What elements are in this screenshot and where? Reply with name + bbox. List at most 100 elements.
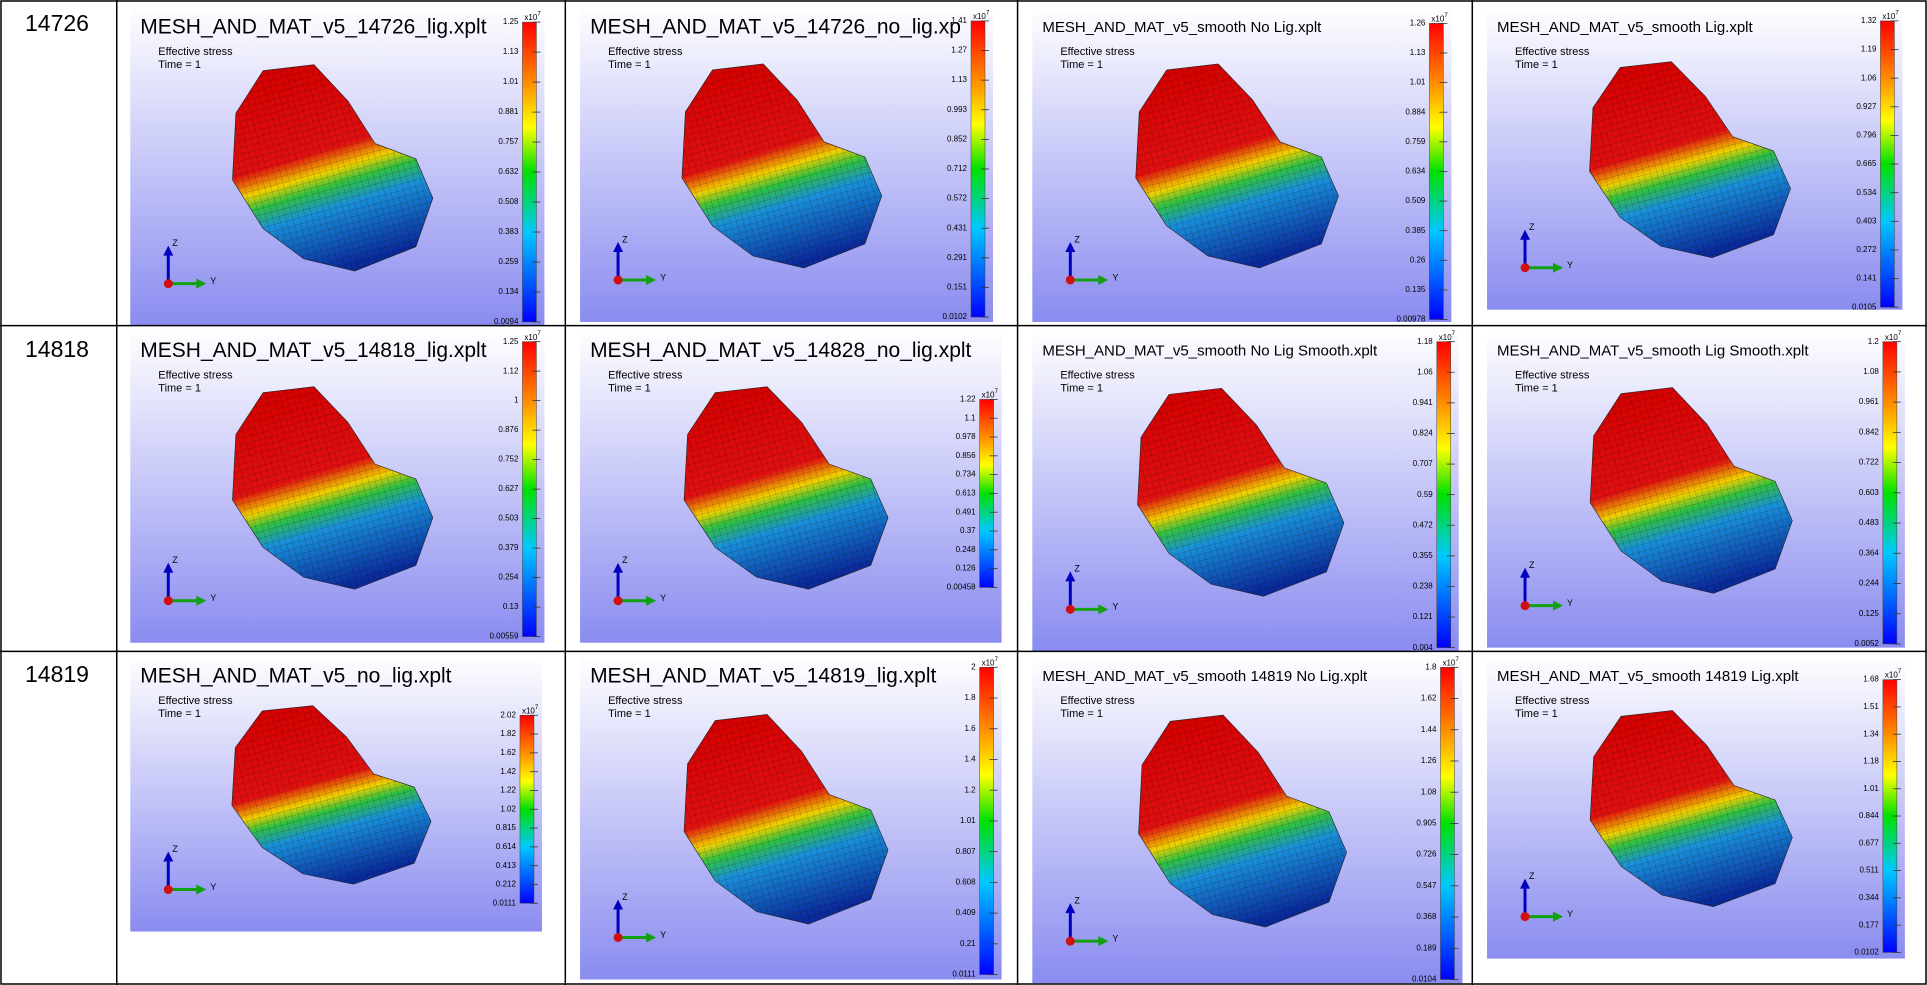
- time-label: Time = 1: [158, 59, 201, 71]
- colorbar-label: 0.0052: [1854, 639, 1879, 648]
- colorbar-scale: x10: [524, 13, 537, 22]
- result-panel: MESH_AND_MAT_v5_smooth No Lig.xplt Effect…: [1032, 6, 1451, 323]
- panel-title: MESH_AND_MAT_v5_smooth Lig.xplt: [1497, 19, 1753, 36]
- colorbar-scale: x10: [973, 12, 986, 21]
- colorbar-label: 0.824: [1413, 429, 1434, 438]
- colorbar-label: 0.608: [956, 877, 977, 886]
- panel-title: MESH_AND_MAT_v5_14726_lig.xplt: [140, 16, 486, 39]
- colorbar-label: 0.135: [1405, 285, 1426, 294]
- result-panel: MESH_AND_MAT_v5_smooth 14819 No Lig.xplt…: [1032, 655, 1462, 984]
- colorbar-label: 1.82: [500, 729, 516, 738]
- colorbar-label: 1.08: [1863, 367, 1879, 376]
- colorbar-label: 0.413: [496, 861, 517, 870]
- colorbar-label: 0.431: [947, 223, 968, 232]
- colorbar-label: 1.62: [500, 748, 516, 757]
- colorbar-label: 0.0102: [943, 312, 968, 321]
- colorbar-scale: x10: [1885, 333, 1898, 342]
- colorbar-label: 2: [971, 662, 976, 671]
- colorbar-label: 0.978: [956, 432, 977, 441]
- result-name: Effective stress: [158, 46, 233, 58]
- colorbar-label: 0.238: [1413, 582, 1434, 591]
- result-name: Effective stress: [1515, 695, 1590, 707]
- colorbar-label: 0.472: [1413, 520, 1434, 529]
- colorbar-label: 0.726: [1416, 850, 1437, 859]
- axis-label: Y: [210, 276, 216, 286]
- colorbar-scale: x10: [1442, 658, 1455, 667]
- colorbar-label: 0.677: [1859, 838, 1880, 847]
- colorbar-label: 1.8: [1425, 662, 1437, 671]
- colorbar-label: 0.0111: [493, 898, 517, 907]
- colorbar-label: 1.25: [503, 337, 519, 346]
- colorbar-label: 1.13: [503, 47, 519, 56]
- axis-label: Z: [172, 238, 178, 248]
- colorbar-label: 1.06: [1417, 367, 1433, 376]
- colorbar-label: 1.19: [1861, 45, 1877, 54]
- colorbar-label: 1.41: [951, 16, 967, 25]
- axis-origin: [1066, 937, 1075, 946]
- colorbar-label: 0.37: [960, 526, 976, 535]
- colorbar-label: 1.18: [1863, 757, 1879, 766]
- colorbar-label: 0.272: [1856, 245, 1877, 254]
- colorbar-label: 1.12: [503, 366, 519, 375]
- time-label: Time = 1: [608, 59, 651, 71]
- colorbar-label: 0.0104: [1412, 975, 1437, 984]
- panel-title: MESH_AND_MAT_v5_14828_no_lig.xplt: [590, 339, 971, 362]
- colorbar-label: 0.759: [1405, 137, 1426, 146]
- colorbar-label: 1.13: [951, 75, 967, 84]
- time-label: Time = 1: [158, 382, 201, 394]
- axis-label: Y: [1567, 909, 1573, 919]
- panel-title: MESH_AND_MAT_v5_smooth No Lig.xplt: [1042, 19, 1322, 36]
- panel-title: MESH_AND_MAT_v5_smooth No Lig Smooth.xpl…: [1042, 342, 1378, 359]
- axis-origin: [164, 596, 173, 605]
- axis-label: Z: [172, 555, 178, 565]
- panel-title: MESH_AND_MAT_v5_no_lig.xplt: [140, 665, 451, 688]
- colorbar-label: 1.02: [500, 804, 516, 813]
- page: {"table": {"rows": [ {"label": "14726", …: [0, 0, 1927, 985]
- colorbar-label: 0.665: [1856, 159, 1877, 168]
- axis-origin: [1521, 912, 1530, 921]
- colorbar-label: 1.26: [1421, 756, 1437, 765]
- colorbar-label: 1.06: [1861, 73, 1877, 82]
- axis-label: Y: [1567, 598, 1573, 608]
- time-label: Time = 1: [1515, 708, 1558, 720]
- colorbar-label: 0.385: [1405, 226, 1426, 235]
- axis-label: Y: [660, 593, 666, 603]
- colorbar-scale: x10: [524, 333, 537, 342]
- colorbar-label: 0.852: [947, 134, 968, 143]
- colorbar-label: 0.712: [947, 164, 968, 173]
- result-name: Effective stress: [1060, 695, 1135, 707]
- colorbar-label: 0.905: [1416, 819, 1437, 828]
- axis-label: Y: [1112, 272, 1118, 282]
- colorbar-label: 1.01: [1410, 78, 1426, 87]
- colorbar-label: 0.0094: [494, 317, 519, 326]
- result-name: Effective stress: [1515, 369, 1590, 381]
- colorbar-label: 0.884: [1405, 107, 1426, 116]
- colorbar-label: 0.734: [956, 470, 977, 479]
- result-name: Effective stress: [608, 46, 683, 58]
- colorbar-label: 1.2: [964, 785, 976, 794]
- colorbar-label: 0.547: [1416, 881, 1437, 890]
- colorbar-label: 1.32: [1861, 16, 1877, 25]
- result-panel: MESH_AND_MAT_v5_no_lig.xplt Effective str…: [130, 655, 542, 932]
- axis-origin: [614, 933, 623, 942]
- result-name: Effective stress: [158, 695, 233, 707]
- axis-origin: [614, 275, 623, 284]
- colorbar-label: 0.503: [498, 514, 519, 523]
- colorbar-label: 1.08: [1421, 787, 1437, 796]
- colorbar-label: 0.752: [498, 455, 519, 464]
- colorbar-label: 0.509: [1405, 196, 1426, 205]
- colorbar-label: 0.627: [498, 484, 519, 493]
- result-panel: MESH_AND_MAT_v5_14818_lig.xpltEffective …: [130, 329, 544, 642]
- colorbar-scale: x10: [1431, 14, 1444, 23]
- colorbar-label: 0.134: [498, 287, 519, 296]
- colorbar-label: 0.379: [498, 543, 519, 552]
- colorbar-label: 0.355: [1413, 551, 1434, 560]
- colorbar-scale: x10: [1439, 333, 1452, 342]
- colorbar-label: 0.632: [498, 167, 519, 176]
- axis-origin: [1521, 601, 1530, 610]
- result-name: Effective stress: [1060, 46, 1135, 58]
- result-panel: MESH_AND_MAT_v5_smooth No Lig Smooth.xpl…: [1032, 329, 1458, 651]
- colorbar-label: 0.0111: [952, 970, 976, 979]
- axis-label: Z: [1529, 560, 1535, 570]
- axis-label: Z: [1529, 222, 1535, 232]
